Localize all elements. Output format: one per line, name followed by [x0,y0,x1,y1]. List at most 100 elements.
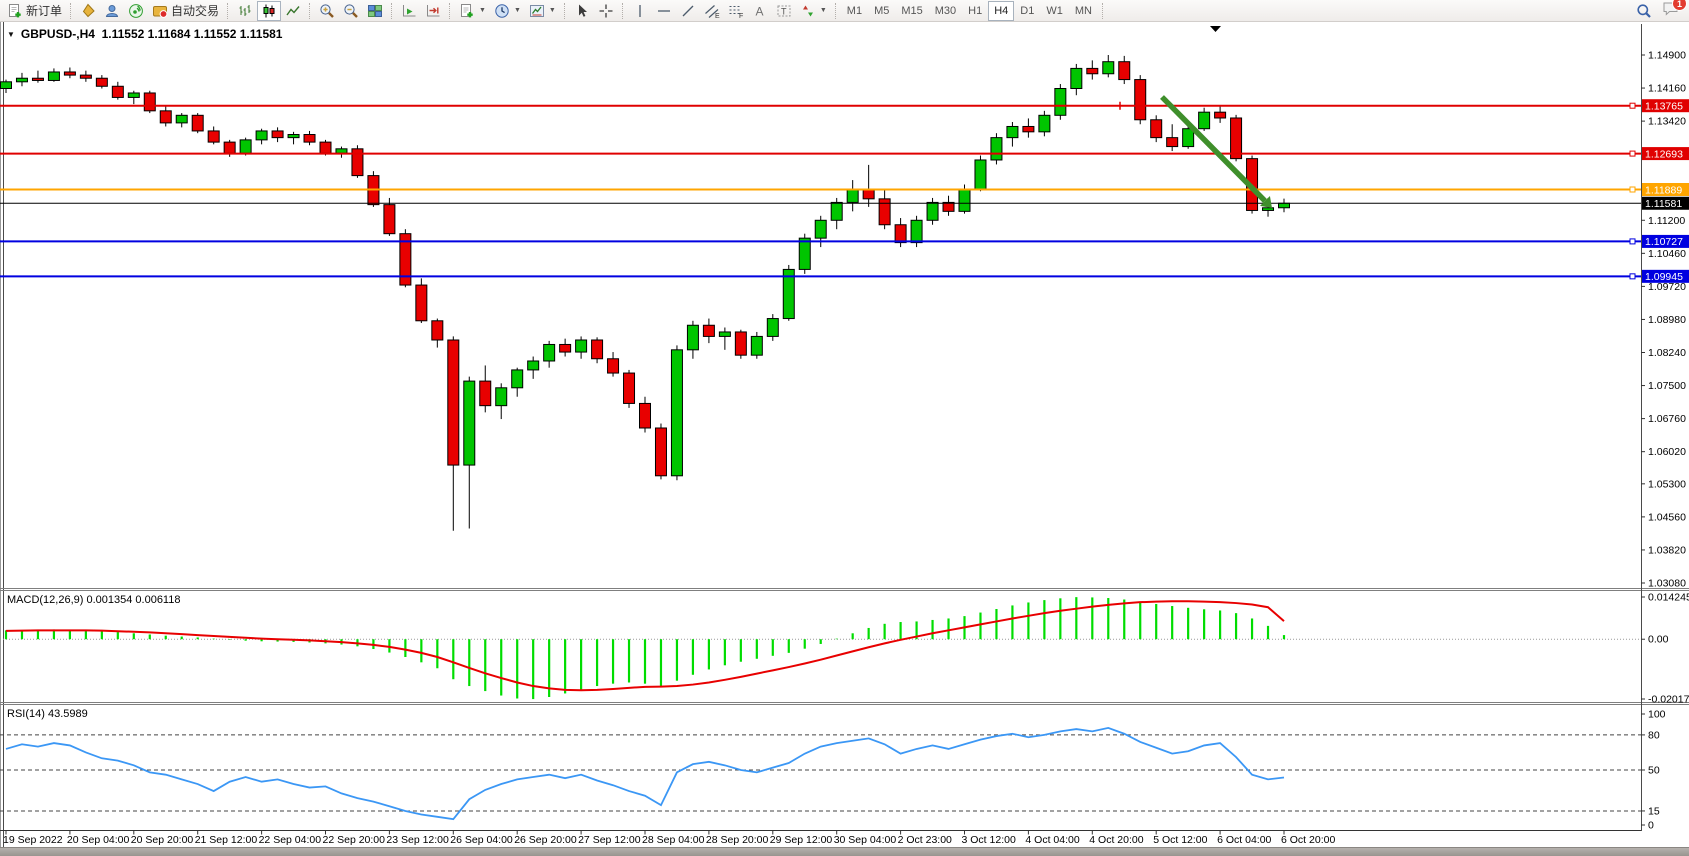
bar-chart-button[interactable] [233,1,257,21]
chart-title: ▼ GBPUSD-,H4 1.11552 1.11684 1.11552 1.1… [7,27,282,41]
gold-tag-icon [82,3,95,17]
timeframe-m5-button[interactable]: M5 [874,4,890,17]
arrows-tool-button[interactable]: ▼ [796,1,831,21]
signals-button[interactable] [124,1,148,21]
cross-marker[interactable] [1116,101,1124,110]
vertical-line-button[interactable] [628,1,652,21]
chart-shift-marker[interactable] [1210,26,1221,32]
svg-text:50: 50 [1648,765,1660,777]
cursor-button[interactable] [570,1,594,21]
svg-text:1.06020: 1.06020 [1648,446,1686,458]
svg-text:4 Oct 20:00: 4 Oct 20:00 [1089,834,1143,846]
svg-text:26 Sep 20:00: 26 Sep 20:00 [514,834,577,846]
crosshair-button[interactable] [594,1,618,21]
chart-menu-caret-icon[interactable]: ▼ [7,29,15,39]
svg-text:21 Sep 12:00: 21 Sep 12:00 [195,834,258,846]
zoom-out-button[interactable] [339,1,363,21]
svg-text:22 Sep 04:00: 22 Sep 04:00 [259,834,322,846]
svg-text:1.05300: 1.05300 [1648,478,1686,490]
svg-text:1.10460: 1.10460 [1648,248,1686,260]
candlestick-icon [263,4,275,17]
trend-arrow[interactable] [1160,95,1267,203]
horizontal-line-button[interactable] [652,1,676,21]
auto-scroll-icon [403,4,416,16]
svg-text:5 Oct 12:00: 5 Oct 12:00 [1153,834,1207,846]
notifications-widget[interactable]: 1 [1662,0,1687,21]
timeframe-w1-button[interactable]: W1 [1046,4,1063,17]
timeframe-h1-button[interactable]: H1 [968,4,983,17]
svg-text:20 Sep 04:00: 20 Sep 04:00 [67,834,130,846]
timeframe-h4-button[interactable]: H4 [988,0,1015,21]
timeframe-m15-button[interactable]: M15 [901,4,923,17]
toolbar-separator [391,2,393,19]
svg-text:100: 100 [1648,709,1666,721]
svg-text:1.12693: 1.12693 [1645,148,1683,160]
fibonacci-button[interactable]: F [724,1,748,21]
candles-layer [0,55,1290,531]
zoom-in-icon [320,3,334,18]
new-order-label: 新订单 [26,4,63,18]
quotes-button[interactable] [76,1,100,21]
candlestick-button[interactable] [257,0,282,21]
price-axis[interactable]: 1.14900 1.14160 1.13420 1.11200 1.10460 1.097… [1641,24,1689,832]
main-toolbar: 新订单 自动交易 ▼ ▼ [0,0,1689,22]
trendline-icon [682,5,694,16]
svg-text:80: 80 [1648,729,1660,741]
svg-text:29 Sep 12:00: 29 Sep 12:00 [770,834,833,846]
text-a-icon: A [755,4,763,18]
new-order-icon [9,3,21,17]
svg-text:26 Sep 04:00: 26 Sep 04:00 [450,834,513,846]
svg-text:6 Oct 20:00: 6 Oct 20:00 [1281,834,1335,846]
svg-text:28 Sep 20:00: 28 Sep 20:00 [706,834,769,846]
auto-trading-button[interactable]: 自动交易 [148,1,223,21]
svg-text:0.00: 0.00 [1648,634,1669,646]
horizontal-line-icon [657,9,670,12]
toolbar-separator [309,2,311,19]
zoom-in-button[interactable] [315,1,339,21]
timeframe-m30-button[interactable]: M30 [934,4,957,17]
cursor-arrow-icon [578,4,587,17]
crosshair-icon [599,4,613,17]
template-chart-icon [529,4,544,17]
svg-text:1.14900: 1.14900 [1648,50,1686,62]
svg-text:28 Sep 04:00: 28 Sep 04:00 [642,834,705,846]
svg-text:20 Sep 20:00: 20 Sep 20:00 [131,834,194,846]
svg-text:T: T [781,6,787,16]
line-chart-button[interactable] [281,1,305,21]
svg-text:1.03080: 1.03080 [1648,577,1686,589]
time-axis[interactable]: 19 Sep 2022 20 Sep 04:00 20 Sep 20:00 21 Se… [3,831,1335,846]
svg-text:1.03820: 1.03820 [1648,544,1686,556]
community-button[interactable] [100,1,124,21]
timeframe-mn-button[interactable]: MN [1074,4,1092,17]
svg-text:30 Sep 04:00: 30 Sep 04:00 [834,834,897,846]
tile-windows-button[interactable] [363,1,387,21]
period-button[interactable]: ▼ [490,1,525,21]
trendline-button[interactable] [676,1,700,21]
broadcast-icon [129,3,143,18]
toolbar-separator [70,2,72,19]
svg-text:0.014245: 0.014245 [1648,592,1689,604]
auto-scroll-button[interactable] [397,1,421,21]
rsi-indicator-label: RSI(14) 43.5989 [7,708,88,720]
level-lines-layer [0,102,1641,280]
clock-icon [495,3,509,18]
chart-shift-button[interactable] [421,1,445,21]
svg-text:6 Oct 04:00: 6 Oct 04:00 [1217,834,1271,846]
timeframe-m1-button[interactable]: M1 [846,4,863,17]
text-label-icon: T [777,5,791,16]
toolbar-separator [834,2,837,19]
svg-text:3 Oct 12:00: 3 Oct 12:00 [962,834,1016,846]
ohlc-bars-icon [239,4,251,16]
text-button[interactable]: A [748,1,772,21]
channel-button[interactable]: E [700,1,724,21]
macd-signal-line [5,600,1285,692]
new-chart-button[interactable]: ▼ [455,1,490,21]
search-button[interactable] [1632,1,1656,21]
toolbar-separator [563,2,566,19]
templates-button[interactable]: ▼ [525,1,560,21]
auto-trading-label: 自动交易 [171,4,220,18]
text-label-button[interactable]: T [772,1,796,21]
timeframe-d1-button[interactable]: D1 [1020,4,1035,17]
new-order-button[interactable]: 新订单 [3,1,66,21]
